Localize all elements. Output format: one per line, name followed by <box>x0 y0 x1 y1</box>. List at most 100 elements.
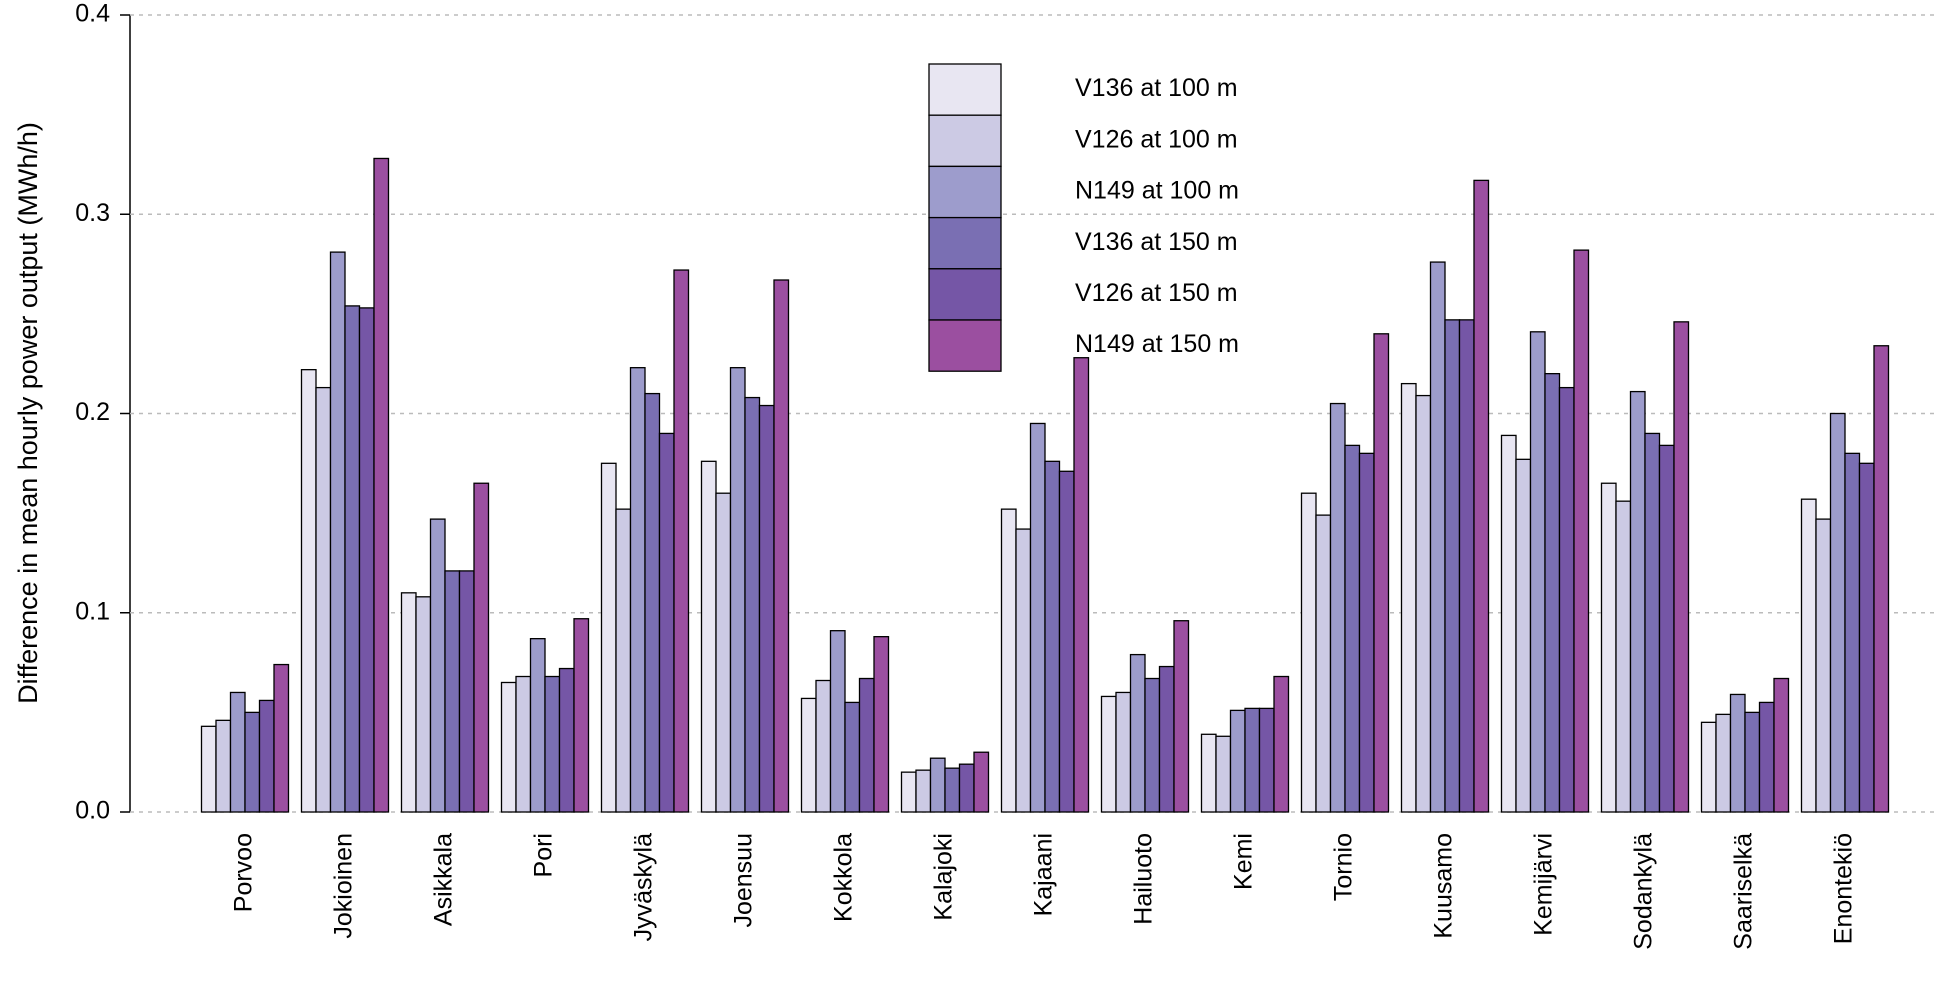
y-tick-label: 0.2 <box>75 398 110 426</box>
bar <box>615 508 632 813</box>
bar <box>400 592 417 813</box>
bar <box>944 767 961 813</box>
bar <box>300 369 317 813</box>
bar <box>258 699 275 813</box>
x-tick-label: Kajaani <box>1030 833 1058 916</box>
bar <box>900 771 917 813</box>
bar <box>215 719 232 813</box>
bar <box>1615 500 1632 813</box>
bar <box>544 675 561 813</box>
bar <box>1773 677 1790 813</box>
bar <box>500 681 517 813</box>
bar <box>1344 444 1361 813</box>
bar <box>529 638 546 813</box>
x-tick-label: Jokioinen <box>330 833 358 939</box>
bar <box>1629 390 1646 813</box>
bar <box>915 769 932 813</box>
x-tick-label: Sodankylä <box>1630 833 1658 950</box>
bar <box>273 663 290 813</box>
legend-swatch <box>928 63 1002 116</box>
bar <box>1473 179 1490 813</box>
legend-label: V126 at 150 m <box>1075 279 1238 307</box>
y-axis-title: Difference in mean hourly power output (… <box>13 122 43 704</box>
bar <box>1015 528 1032 813</box>
bar <box>415 596 432 813</box>
bar <box>1700 721 1717 813</box>
bar <box>1129 653 1146 813</box>
x-tick-label: Hailuoto <box>1130 833 1158 925</box>
bar <box>1058 470 1075 813</box>
bar <box>815 679 832 813</box>
bar <box>1100 695 1117 813</box>
bar <box>700 460 717 813</box>
legend-label: N149 at 150 m <box>1075 330 1239 358</box>
x-tick-label: Jyväskylä <box>630 833 658 941</box>
bar <box>1644 432 1661 813</box>
bar <box>329 251 346 813</box>
x-tick-label: Tornio <box>1330 833 1358 901</box>
bar <box>1373 333 1390 813</box>
bar <box>1544 372 1561 813</box>
bar <box>515 675 532 813</box>
bar <box>373 157 390 813</box>
bar <box>1500 434 1517 813</box>
bar <box>1329 402 1346 813</box>
bar <box>573 618 590 813</box>
x-tick-label: Enontekiö <box>1830 833 1858 944</box>
bar <box>1300 492 1317 813</box>
x-tick-label: Joensuu <box>730 833 758 928</box>
legend-swatch <box>928 319 1002 372</box>
bar <box>344 305 361 813</box>
bar <box>1073 357 1090 813</box>
bar <box>1558 386 1575 813</box>
bar <box>244 711 261 813</box>
bar <box>358 307 375 813</box>
x-tick-label: Pori <box>530 833 558 877</box>
legend-swatch <box>928 268 1002 321</box>
y-tick-label: 0.0 <box>75 797 110 825</box>
bar <box>858 677 875 813</box>
bar <box>829 630 846 813</box>
bar <box>973 751 990 813</box>
bar <box>1115 691 1132 813</box>
y-tick-label: 0.1 <box>75 597 110 625</box>
bar <box>1744 711 1761 813</box>
bar <box>629 367 646 813</box>
bar <box>1573 249 1590 813</box>
bar <box>444 570 461 813</box>
legend-label: V136 at 100 m <box>1075 74 1238 102</box>
bar <box>1515 458 1532 813</box>
bar <box>1858 462 1875 813</box>
bar <box>958 763 975 813</box>
bar <box>600 462 617 813</box>
x-tick-label: Asikkala <box>430 833 458 926</box>
bar <box>1229 709 1246 813</box>
bar <box>644 392 661 813</box>
y-tick-label: 0.3 <box>75 199 110 227</box>
bar <box>800 697 817 813</box>
x-tick-label: Saariselkä <box>1730 833 1758 950</box>
x-tick-label: Kalajoki <box>930 833 958 921</box>
bar <box>1600 482 1617 813</box>
bar <box>473 482 490 813</box>
bar <box>1158 665 1175 813</box>
bar <box>673 269 690 813</box>
legend-swatch <box>928 165 1002 219</box>
legend-label: V126 at 100 m <box>1075 125 1238 153</box>
bar <box>929 757 946 813</box>
bar <box>1000 508 1017 813</box>
bar <box>1758 701 1775 813</box>
bar <box>1200 733 1217 813</box>
bar <box>658 432 675 813</box>
bar <box>1873 345 1890 813</box>
x-tick-label: Kemi <box>1230 833 1258 890</box>
bar <box>1829 412 1846 813</box>
bar <box>1215 735 1232 813</box>
bar <box>1029 422 1046 813</box>
bar <box>715 492 732 813</box>
bar <box>1044 460 1061 813</box>
bar <box>1815 518 1832 813</box>
bar <box>229 691 246 813</box>
bar <box>729 367 746 813</box>
